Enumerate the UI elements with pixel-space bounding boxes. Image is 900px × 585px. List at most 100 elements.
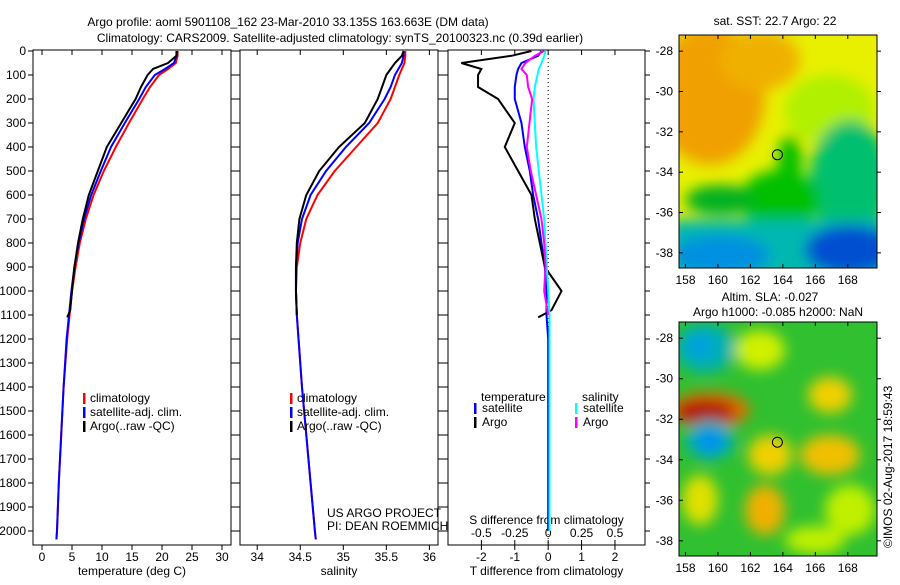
sst-map-field [679, 35, 877, 268]
lat-tick-label: -28 [656, 44, 674, 58]
legend-swatch [575, 417, 578, 428]
plot-frame [32, 49, 232, 546]
series-line-climatology [55, 51, 179, 540]
y-tick-label: 500 [6, 164, 26, 178]
argo-location-marker [771, 436, 783, 448]
y-tick-label: 1200 [0, 332, 26, 346]
legend-swatch [290, 421, 293, 432]
lon-tick-label: 158 [675, 561, 695, 575]
figure-title-line2: Climatology: CARS2009. Satellite-adjuste… [97, 31, 583, 45]
x-tick-label: -1 [509, 550, 520, 564]
x-tick-label: 34.5 [289, 550, 313, 564]
plot-frame [239, 49, 439, 546]
lat-tick-label: -30 [656, 84, 674, 98]
x-tick-label: 2 [612, 550, 619, 564]
pi-credit: PI: DEAN ROEMMICH [327, 519, 448, 533]
x-tick-label: 30 [215, 550, 229, 564]
difference-profile: -2 -1 0 1 2T difference from climatology -0.5… [443, 49, 650, 578]
legend-label: satellite [482, 401, 523, 415]
series-line-satellite-adj-clim- [55, 51, 178, 540]
lon-tick-label: 164 [773, 561, 793, 575]
lon-tick-label: 162 [740, 273, 760, 287]
legend-label: climatology [90, 391, 150, 405]
lat-tick-label: -38 [656, 534, 674, 548]
y-tick-label: 700 [6, 212, 26, 226]
y-tick-label: 1700 [0, 452, 26, 466]
x-tick-label: 1 [578, 550, 585, 564]
x-tick-label: 36 [423, 550, 437, 564]
x-tick-label: 0 [39, 550, 46, 564]
project-credit: US ARGO PROJECT [327, 506, 442, 520]
series-line-argo-raw-qc- [66, 50, 178, 318]
y-tick-label: 0 [19, 44, 26, 58]
x-tick-label: 34 [251, 550, 265, 564]
x-tick-label: 25 [185, 550, 199, 564]
sst-map-frame [678, 34, 878, 269]
legend-label: satellite [583, 401, 624, 415]
lon-tick-label: 168 [838, 273, 858, 287]
y-tick-label: 100 [6, 68, 26, 82]
x-tick-label: 20 [155, 550, 169, 564]
x-tick-label: 35 [337, 550, 351, 564]
legend-label: satellite-adj. clim. [297, 405, 389, 419]
legend-header-temperature: temperature [481, 390, 546, 404]
legend-swatch [474, 403, 477, 414]
legend-label: Argo(..raw -QC) [297, 419, 382, 433]
salinity-profile: 34 34.5 35 35.5 36 salinity climatologysatelli… [235, 49, 443, 578]
series-line-s-satellite [532, 50, 551, 531]
series-line-climatology [294, 51, 407, 540]
legend-swatch [83, 393, 86, 404]
x-tick-label: -2 [476, 550, 487, 564]
series-line-t-argo [461, 50, 563, 319]
legend-label: climatology [297, 391, 357, 405]
series-line-s-argo [520, 50, 550, 316]
lon-tick-label: 166 [805, 561, 825, 575]
x-tick-label: 15 [125, 550, 139, 564]
series-line-t-satellite [513, 50, 550, 531]
legend-swatch [474, 417, 477, 428]
s-axis-label: S difference from climatology [469, 513, 624, 527]
s-tick-label: 0 [545, 526, 552, 540]
s-tick-label: -0.5 [471, 526, 492, 540]
y-tick-label: 1000 [0, 284, 26, 298]
legend-label: Argo [482, 415, 508, 429]
series-line-satellite-adj-clim- [294, 51, 405, 540]
x-axis-label: T difference from climatology [470, 564, 624, 578]
x-tick-label: 10 [95, 550, 109, 564]
y-tick-label: 600 [6, 188, 26, 202]
temperature-profile: 0100200300400500600700800900100011001200… [0, 44, 236, 578]
y-tick-label: 900 [6, 260, 26, 274]
lon-tick-label: 164 [773, 273, 793, 287]
legend-swatch [290, 393, 293, 404]
s-tick-label: 0.5 [607, 526, 624, 540]
y-tick-label: 1800 [0, 476, 26, 490]
lat-tick-label: -36 [656, 493, 674, 507]
lon-tick-label: 168 [838, 561, 858, 575]
sla-map-field [679, 322, 877, 556]
x-tick-label: 5 [69, 550, 76, 564]
lon-tick-label: 160 [708, 561, 728, 575]
s-tick-label: 0.25 [570, 526, 594, 540]
y-tick-label: 1500 [0, 404, 26, 418]
legend-label: Argo(..raw -QC) [90, 419, 175, 433]
lon-tick-label: 158 [675, 273, 695, 287]
lat-tick-label: -38 [656, 246, 674, 260]
y-tick-label: 1100 [0, 308, 26, 322]
plot-frame [447, 49, 646, 546]
s-tick-label: -0.25 [501, 526, 529, 540]
lon-tick-label: 162 [740, 561, 760, 575]
x-tick-label: 0 [545, 550, 552, 564]
lat-tick-label: -34 [656, 453, 674, 467]
legend-swatch [575, 403, 578, 414]
y-tick-label: 1900 [0, 500, 26, 514]
x-axis-label: temperature (deg C) [78, 564, 186, 578]
legend-header-salinity: salinity [582, 390, 619, 404]
sla-map-title: Altim. SLA: -0.027 [722, 290, 819, 304]
y-tick-label: 1600 [0, 428, 26, 442]
sst-map: sat. SST: 22.7 Argo: 22 158 160 162 164 166 1… [656, 14, 881, 287]
lat-tick-label: -32 [656, 412, 674, 426]
sla-map-frame [678, 321, 878, 557]
sla-map: Altim. SLA: -0.027 Argo h1000: -0.085 h2… [656, 290, 881, 575]
x-tick-label: 35.5 [375, 550, 399, 564]
